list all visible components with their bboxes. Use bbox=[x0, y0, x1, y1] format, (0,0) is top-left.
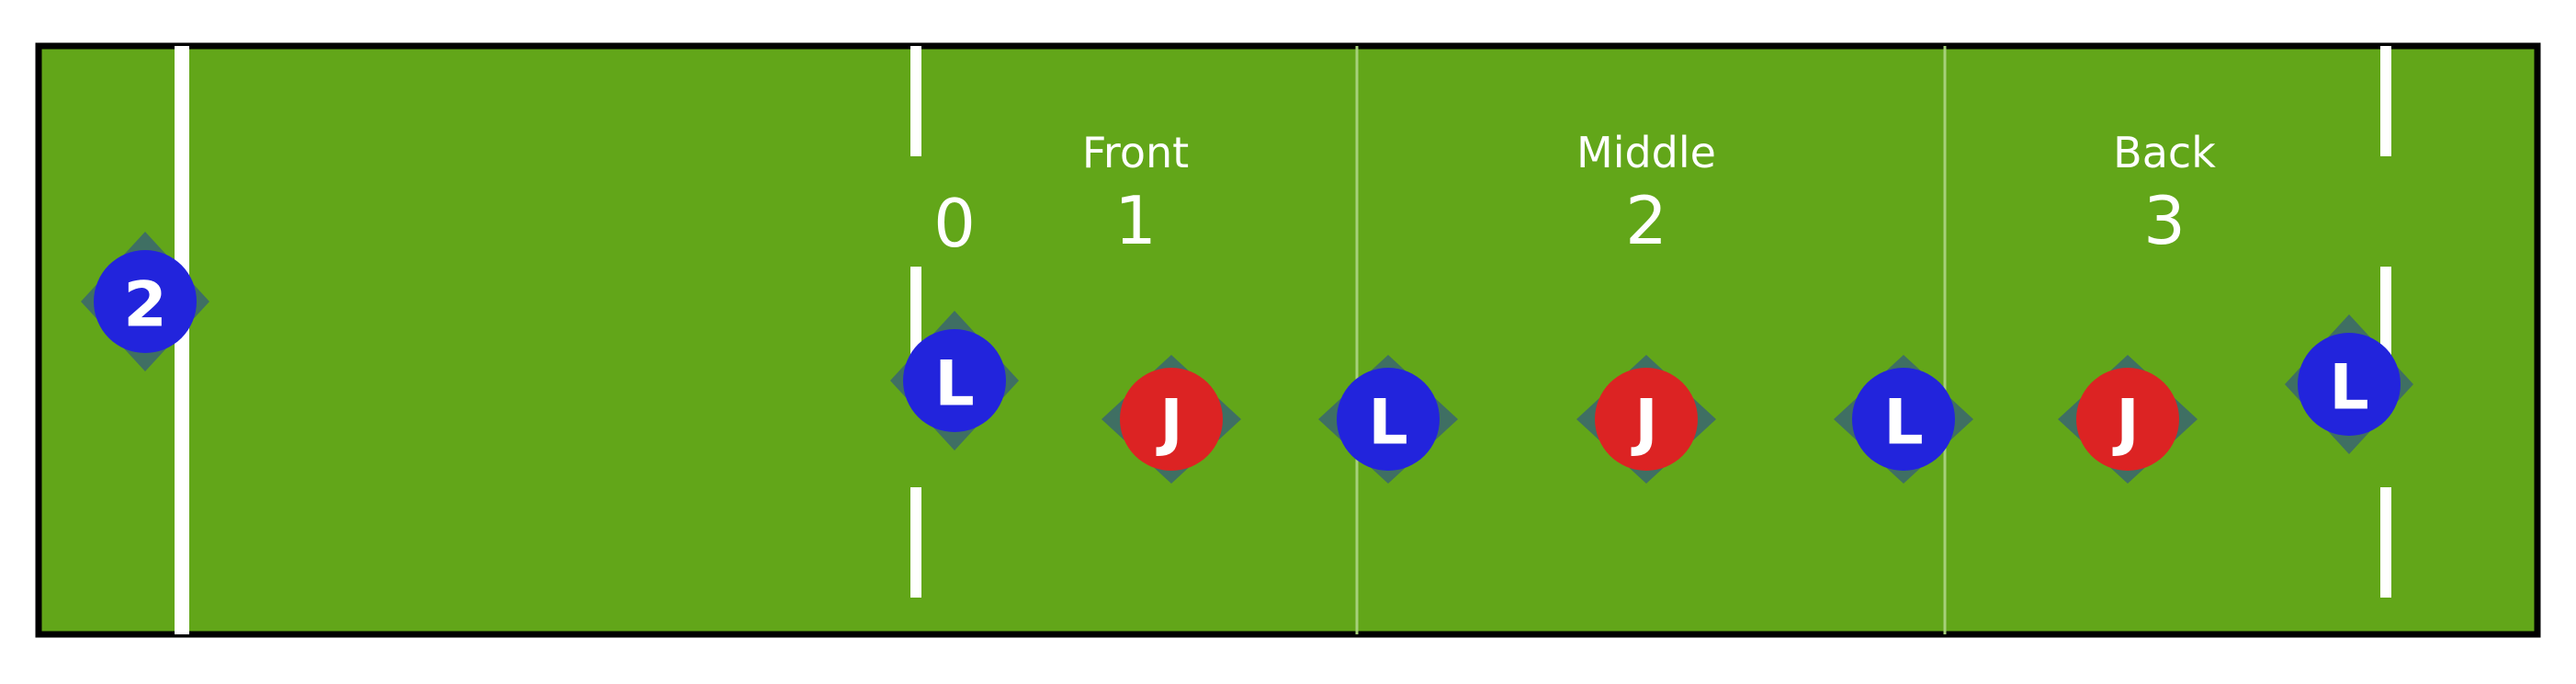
token-label: L bbox=[2329, 352, 2368, 425]
token-circle bbox=[1337, 368, 1440, 471]
goal-line bbox=[175, 46, 189, 634]
zone-number-middle: 2 bbox=[1625, 182, 1667, 259]
token-circle bbox=[1595, 368, 1698, 471]
token-label: J bbox=[2112, 387, 2139, 460]
end-dash-1 bbox=[2380, 46, 2391, 156]
token-circle bbox=[2076, 368, 2179, 471]
start-dashed-line bbox=[910, 46, 921, 598]
token-circle bbox=[94, 250, 197, 353]
player-token-red-1[interactable]: J bbox=[1102, 355, 1241, 484]
player-token-blue-4[interactable]: L bbox=[2285, 314, 2413, 454]
zone-title-back: Back bbox=[2113, 128, 2216, 177]
zone-number-front: 1 bbox=[1114, 182, 1157, 259]
player-token-blue-3[interactable]: L bbox=[1834, 355, 1973, 484]
player-token-reserve[interactable]: 2 bbox=[81, 232, 209, 371]
start-zone-number: 0 bbox=[933, 185, 976, 262]
token-label: L bbox=[1368, 387, 1407, 460]
token-circle bbox=[903, 329, 1006, 432]
token-label: J bbox=[1631, 387, 1657, 460]
player-token-red-2[interactable]: J bbox=[1576, 355, 1716, 484]
end-dashed-line bbox=[2380, 46, 2391, 598]
token-circle bbox=[1120, 368, 1223, 471]
token-label: J bbox=[1156, 387, 1182, 460]
zone-title-middle: Middle bbox=[1576, 128, 1716, 177]
field-grass bbox=[35, 42, 2541, 638]
player-token-red-3[interactable]: J bbox=[2058, 355, 2198, 484]
player-token-blue-1[interactable]: L bbox=[890, 311, 1019, 450]
start-dash-2 bbox=[910, 267, 921, 359]
start-dash-3 bbox=[910, 487, 921, 598]
start-dash-1 bbox=[910, 46, 921, 156]
end-dash-3 bbox=[2380, 487, 2391, 598]
token-label: 2 bbox=[123, 269, 166, 342]
end-dash-2 bbox=[2380, 267, 2391, 359]
zone-title-front: Front bbox=[1082, 128, 1189, 177]
token-label: L bbox=[1883, 387, 1923, 460]
player-token-blue-2[interactable]: L bbox=[1318, 355, 1458, 484]
token-circle bbox=[2298, 333, 2401, 436]
token-label: L bbox=[934, 348, 974, 421]
token-circle bbox=[1852, 368, 1955, 471]
zone-number-back: 3 bbox=[2143, 182, 2186, 259]
